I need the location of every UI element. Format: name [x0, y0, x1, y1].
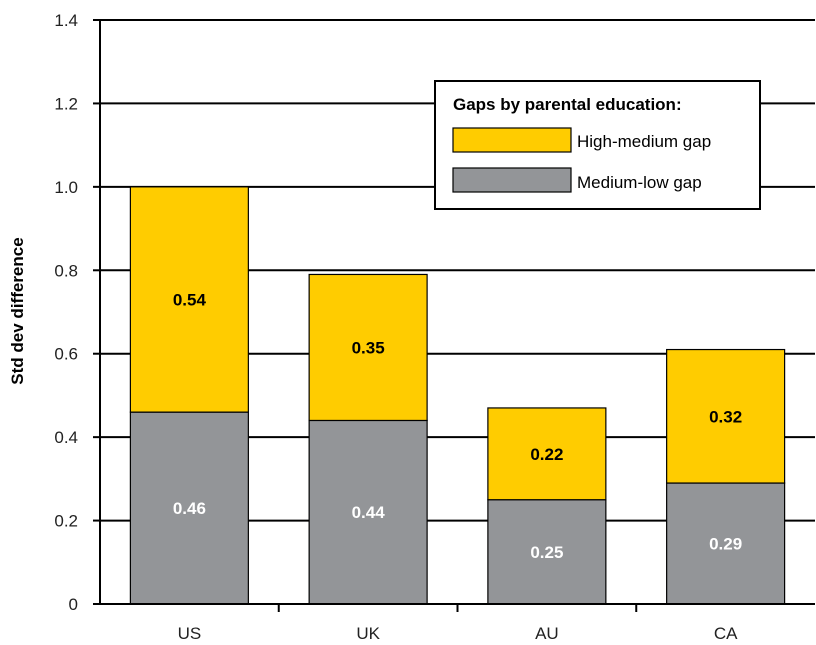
bar-segment-us-1: [129, 186, 249, 413]
y-tick-label: 0.2: [54, 512, 78, 531]
y-axis-label: Std dev difference: [8, 237, 27, 384]
y-tick-label: 0.8: [54, 261, 78, 280]
axes: 0 0.2 0.4 0.6 0.8 1.0 1.2 1.4 US UK AU CA: [54, 11, 815, 643]
x-tick-label: US: [178, 624, 202, 643]
legend-title: Gaps by parental education:: [453, 95, 682, 114]
bar-segment-uk-1: [308, 273, 428, 422]
data-label: 0.44: [352, 503, 386, 522]
y-tick-label: 0.4: [54, 428, 78, 447]
x-tick-label: UK: [356, 624, 380, 643]
bars: 0.46 0.54 0.44 0.35 0.25 0.22 0.29 0.32: [129, 186, 786, 605]
x-tick-label: AU: [535, 624, 559, 643]
bar-segment-ca-1: [666, 348, 786, 484]
data-label: 0.32: [709, 407, 742, 426]
y-tick-label: 1.2: [54, 94, 78, 113]
bar-segment-uk-0: [308, 419, 428, 605]
y-tick-label: 0: [69, 595, 78, 614]
y-tick-label: 0.6: [54, 345, 78, 364]
data-label: 0.46: [173, 499, 206, 518]
legend-swatch-medium-low: [452, 167, 572, 193]
bar-segment-au-0: [487, 499, 607, 605]
legend-swatch-high-medium: [452, 127, 572, 153]
y-tick-label: 1.0: [54, 178, 78, 197]
data-label: 0.35: [352, 338, 385, 357]
data-label: 0.54: [173, 290, 207, 309]
legend: Gaps by parental education: High-medium …: [434, 80, 761, 210]
legend-label-medium-low: Medium-low gap: [577, 173, 702, 192]
bar-segment-ca-0: [666, 482, 786, 605]
data-label: 0.25: [530, 543, 563, 562]
legend-label-high-medium: High-medium gap: [577, 132, 711, 151]
data-label: 0.22: [530, 445, 563, 464]
data-label: 0.29: [709, 535, 742, 554]
bar-segment-au-1: [487, 407, 607, 501]
y-tick-label: 1.4: [54, 11, 78, 30]
x-tick-label: CA: [714, 624, 738, 643]
